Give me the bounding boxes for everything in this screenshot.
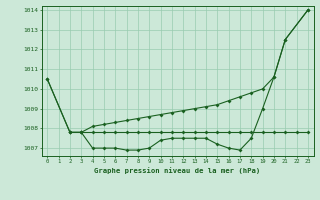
X-axis label: Graphe pression niveau de la mer (hPa): Graphe pression niveau de la mer (hPa) — [94, 167, 261, 174]
